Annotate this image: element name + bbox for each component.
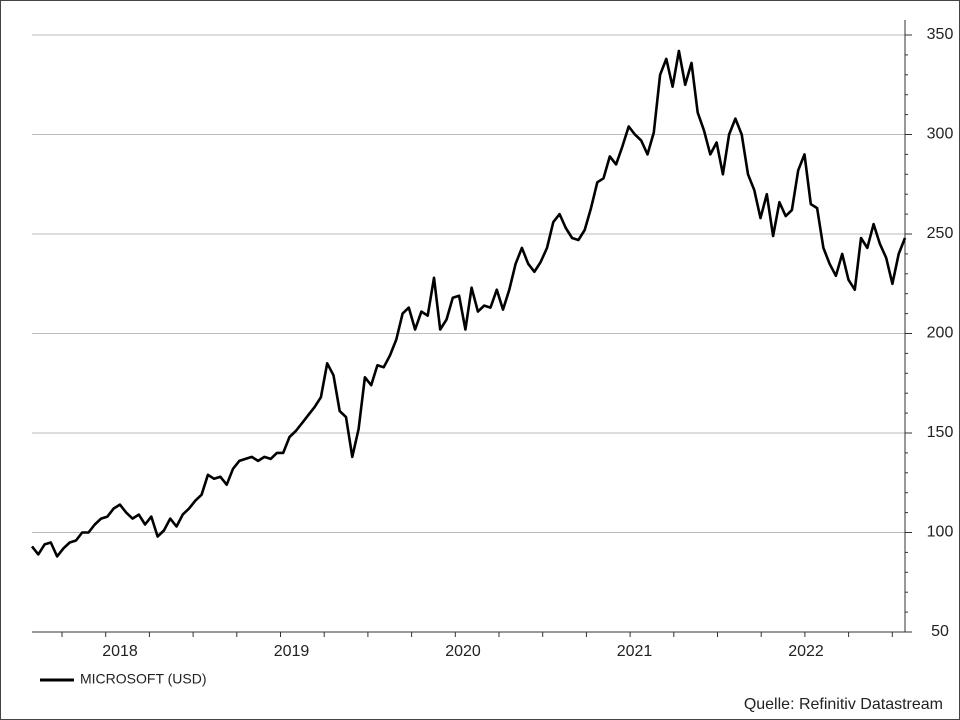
x-tick-label: 2018 <box>102 643 138 660</box>
y-tick-label: 100 <box>927 524 954 541</box>
x-tick-label: 2021 <box>617 643 653 660</box>
x-tick-label: 2019 <box>274 643 310 660</box>
y-tick-label: 200 <box>927 325 954 342</box>
source-note: Quelle: Refinitiv Datastream <box>744 696 943 713</box>
price-line <box>30 49 907 558</box>
y-tick-label: 50 <box>931 623 949 640</box>
x-tick-label: 2020 <box>445 643 481 660</box>
y-tick-label: 250 <box>927 225 954 242</box>
y-tick-label: 150 <box>927 424 954 441</box>
y-tick-label: 300 <box>927 126 954 143</box>
y-tick-label: 350 <box>927 26 954 43</box>
legend-label: MICROSOFT (USD) <box>80 671 207 687</box>
x-tick-label: 2022 <box>788 643 824 660</box>
